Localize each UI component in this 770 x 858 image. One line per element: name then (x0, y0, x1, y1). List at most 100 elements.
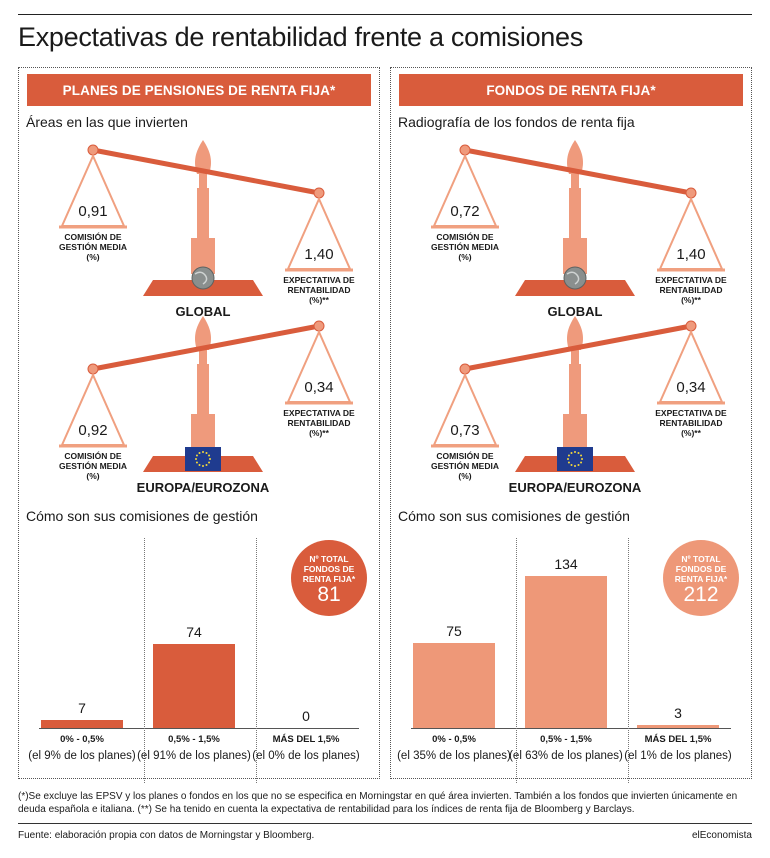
bar (525, 576, 607, 728)
panel-fixed-income-funds: FONDOS DE RENTA FIJA* Radiografía de los… (390, 67, 752, 783)
comision-label: (%) (86, 252, 99, 262)
eu-flag-star (574, 451, 576, 453)
panel-header: PLANES DE PENSIONES DE RENTA FIJA* (27, 74, 371, 106)
top-rule (18, 14, 752, 15)
scale-beam (92, 147, 320, 196)
comision-label: GESTIÓN MEDIA (431, 241, 499, 252)
category-label: 0% - 0,5% (60, 734, 104, 745)
eu-flag-star (570, 464, 573, 467)
bar-value-label: 7 (78, 700, 86, 717)
section-commissions-label: Cómo son sus comisiones de gestión (398, 508, 630, 524)
expectativa-label: RENTABILIDAD (659, 285, 722, 295)
bar-value-label: 0 (302, 708, 310, 724)
category-note: (el 0% de los planes) (252, 750, 360, 762)
scale-finial (567, 140, 583, 174)
bar (41, 720, 123, 728)
expectativa-label: RENTABILIDAD (659, 418, 722, 428)
section-commissions-label: Cómo son sus comisiones de gestión (26, 508, 258, 524)
bar-value-label: 134 (554, 556, 578, 572)
chart-baseline (411, 728, 731, 729)
scale-neck (571, 174, 579, 188)
category-label: 0,5% - 1,5% (168, 734, 220, 745)
eu-flag-star (567, 458, 569, 460)
eu-flag-icon (185, 447, 221, 471)
eu-flag-star (198, 451, 201, 454)
scale-pivot-right (685, 320, 697, 332)
scale-neck (199, 174, 207, 188)
comision-label: GESTIÓN MEDIA (59, 241, 127, 252)
scale-pivot-right (313, 320, 325, 332)
expectativa-label: EXPECTATIVA DE (655, 275, 727, 285)
comision-label: COMISIÓN DE (436, 450, 493, 461)
badge-label: Nº TOTAL FONDOS DE RENTA FIJA* (291, 554, 367, 584)
globe-icon-landmass (194, 271, 208, 285)
expectativa-value: 0,34 (304, 379, 333, 396)
comision-value: 0,73 (450, 422, 479, 439)
eu-flag-star (574, 465, 576, 467)
expectativa-label: RENTABILIDAD (287, 285, 350, 295)
eu-flag-star (195, 454, 198, 457)
badge-label-line: Nº TOTAL (309, 554, 349, 564)
comision-label: (%) (458, 252, 471, 262)
chart-baseline (39, 728, 359, 729)
expectativa-label: RENTABILIDAD (287, 418, 350, 428)
eu-flag-star (580, 461, 583, 464)
region-label: GLOBAL (176, 304, 231, 319)
scale-pivot-left (459, 363, 471, 375)
comision-label: COMISIÓN DE (64, 450, 121, 461)
bar (413, 642, 495, 728)
footer-rule (18, 823, 752, 824)
eu-flag-star (209, 458, 211, 460)
total-badge: Nº TOTAL FONDOS DE RENTA FIJA* 81 (291, 540, 367, 616)
scale-beam (92, 323, 320, 372)
eu-flag-star (577, 451, 580, 454)
category-divider (628, 538, 629, 783)
expectativa-label: (%)** (681, 428, 702, 438)
expectativa-label: (%)** (309, 295, 330, 305)
footnote: (*)Se excluye las EPSV y los planes o fo… (18, 791, 738, 815)
scale-pivot-left (87, 363, 99, 375)
comision-label: COMISIÓN DE (436, 231, 493, 242)
scale-finial (195, 316, 211, 350)
eu-flag-star (195, 461, 198, 464)
comision-value: 0,72 (450, 203, 479, 220)
bar-value-label: 3 (674, 704, 682, 721)
category-note: (el 91% de los planes) (137, 750, 251, 762)
comision-value: 0,92 (78, 422, 107, 439)
eu-flag-star (208, 454, 211, 457)
eu-flag-star (580, 454, 583, 457)
category-divider (516, 538, 517, 783)
comision-value: 0,91 (78, 203, 107, 220)
region-label: GLOBAL (548, 304, 603, 319)
eu-flag-icon (557, 447, 593, 471)
eu-flag-star (202, 465, 204, 467)
scale-pivot-left (459, 144, 471, 156)
category-note: (el 1% de los planes) (624, 750, 732, 762)
eu-flag-star (570, 451, 573, 454)
expectativa-label: EXPECTATIVA DE (655, 408, 727, 418)
category-label: MÁS DEL 1,5% (644, 734, 712, 745)
expectativa-label: EXPECTATIVA DE (283, 275, 355, 285)
expectativa-label: EXPECTATIVA DE (283, 408, 355, 418)
eu-flag-star (208, 461, 211, 464)
badge-total: 81 (317, 583, 341, 606)
eu-flag-star (202, 451, 204, 453)
eu-flag-star (205, 464, 208, 467)
category-note: (el 35% de los planes) (397, 750, 511, 762)
badge-label-line: FONDOS DE (675, 564, 727, 574)
panel-pension-plans: PLANES DE PENSIONES DE RENTA FIJA* Áreas… (18, 67, 380, 783)
badge-label-line: RENTA FIJA* (674, 574, 728, 584)
page-title: Expectativas de rentabilidad frente a co… (18, 22, 583, 52)
eu-flag-star (195, 458, 197, 460)
section-areas-label: Áreas en las que invierten (26, 114, 188, 130)
comision-label: (%) (86, 471, 99, 481)
eu-flag-star (581, 458, 583, 460)
brand-logo-text: elEconomista (691, 830, 752, 841)
section-areas-label: Radiografía de los fondos de renta fija (398, 114, 635, 130)
scale-finial (195, 140, 211, 174)
scale-pivot-left (87, 144, 99, 156)
bar-value-label: 74 (186, 624, 202, 641)
bar (637, 724, 719, 728)
